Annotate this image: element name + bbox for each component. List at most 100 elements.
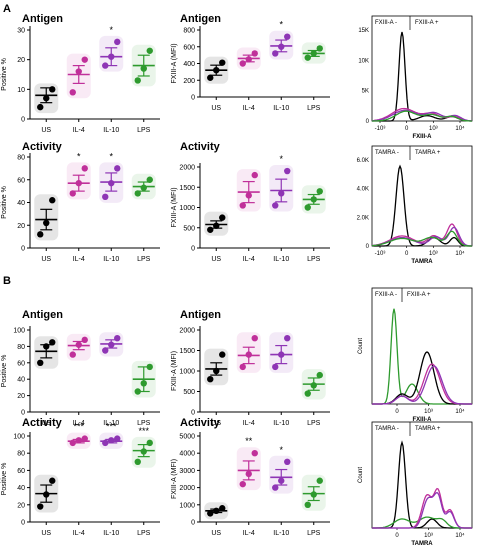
data-point <box>219 351 226 358</box>
x-tick-label: IL-4 <box>73 127 85 134</box>
x-tick-label: 0 <box>395 533 399 539</box>
data-point <box>304 501 311 508</box>
data-point <box>284 458 291 465</box>
data-point <box>49 86 56 93</box>
x-tick-label: LPS <box>307 105 321 112</box>
significance-marker: * <box>279 20 283 30</box>
x-tick-label: US <box>211 105 221 112</box>
x-tick-label: 10⁴ <box>455 408 465 415</box>
data-point <box>69 89 76 96</box>
y-tick-label: 30 <box>17 28 25 35</box>
data-point <box>81 435 88 442</box>
histogram-curve <box>372 110 472 122</box>
y-tick-label: 0 <box>21 117 25 124</box>
chart-title: Antigen <box>180 13 221 25</box>
x-tick-label: US <box>41 127 51 134</box>
x-tick-label: IL-10 <box>103 420 119 427</box>
dot-plot-a-ac-pct: Activity 0 20 40 60 80 Positive % US IL-4 * IL-10 *… <box>1 141 160 263</box>
dot-plot-a-ag-pct: Antigen 0 10 20 30 Positive % US IL-4 IL-10 * LPS <box>1 13 160 134</box>
x-tick-label: IL-10 <box>273 420 289 427</box>
x-tick-label: LPS <box>307 256 321 263</box>
x-tick-label: IL-10 <box>273 530 289 537</box>
y-tick-label: 1500 <box>179 185 195 192</box>
significance-marker: *** <box>138 426 149 436</box>
y-tick-label: 6.0K <box>357 158 369 164</box>
y-tick-label: 5000 <box>179 434 195 441</box>
y-tick-label: 500 <box>183 225 195 232</box>
y-tick-label: 600 <box>183 44 195 51</box>
data-point <box>207 226 214 233</box>
histogram-curve <box>372 164 472 247</box>
y-tick-label: 20 <box>17 502 25 509</box>
x-tick-label: LPS <box>137 256 151 263</box>
x-tick-label: -10³ <box>375 126 386 132</box>
dot-plot-b-ag-pct: Antigen 0 20 40 60 80 100 Positive % US IL-4 IL-10… <box>1 309 160 427</box>
y-tick-label: 20 <box>17 57 25 64</box>
data-point <box>81 165 88 172</box>
significance-marker: * <box>279 445 283 455</box>
x-tick-label: 10³ <box>424 533 433 539</box>
data-point <box>146 47 153 54</box>
data-point <box>316 371 323 379</box>
y-tick-label: 0 <box>21 520 25 527</box>
gate-label-positive: FXIII-A + <box>407 292 431 298</box>
histogram-curve <box>372 516 472 529</box>
significance-marker: * <box>77 151 81 161</box>
x-tick-label: US <box>41 530 51 537</box>
y-tick-label: 60 <box>17 468 25 475</box>
gate-label-negative: TAMRA - <box>375 426 399 432</box>
y-tick-label: 0 <box>21 246 25 253</box>
y-tick-label: 1000 <box>179 502 195 509</box>
y-tick-label: 800 <box>183 28 195 35</box>
dot-plot-b-ac-mfi: Activity 0 1000 2000 3000 4000 5000 FXIII-A (MF… <box>171 417 330 537</box>
histogram-curve <box>372 491 472 529</box>
data-point <box>37 231 44 238</box>
x-tick-label: IL-4 <box>243 420 255 427</box>
y-tick-label: 20 <box>17 393 25 400</box>
data-point <box>219 214 226 221</box>
data-point <box>316 188 323 195</box>
data-point <box>146 176 153 183</box>
histogram-curve <box>372 365 472 405</box>
x-axis-label: FXIII-A <box>413 417 433 423</box>
y-tick-label: 1500 <box>179 348 195 355</box>
flow-histogram-b-hist-tamra: TAMRA - TAMRA + Count 0 10³ 10⁴ TAMRA <box>358 421 473 547</box>
x-axis-label: FXIII-A <box>413 134 433 140</box>
x-tick-label: IL-4 <box>243 105 255 112</box>
data-point <box>284 335 291 342</box>
x-tick-label: 10⁴ <box>455 125 465 132</box>
data-point <box>134 458 141 465</box>
y-tick-label: 80 <box>17 451 25 458</box>
chart-title: Activity <box>180 141 221 153</box>
gate-label-positive: FXIII-A + <box>415 20 439 26</box>
y-tick-label: 15K <box>358 28 369 34</box>
chart-title: Activity <box>22 141 63 153</box>
flow-histogram-b-hist-fxiii: FXIII-A - FXIII-A + Count 0 10³ 10⁴ FXIII-A <box>358 287 473 423</box>
data-point <box>239 202 246 209</box>
y-axis-label: Positive % <box>1 186 8 219</box>
data-point <box>219 59 226 66</box>
y-tick-label: 20 <box>17 223 25 230</box>
y-tick-label: 0 <box>366 119 370 125</box>
x-tick-label: IL-4 <box>73 256 85 263</box>
y-tick-label: 60 <box>17 360 25 367</box>
y-tick-label: 100 <box>13 328 25 335</box>
data-point <box>219 505 226 512</box>
x-tick-label: US <box>211 420 221 427</box>
y-axis-label: FXIII-A (MFI) <box>171 187 178 227</box>
y-tick-label: 0 <box>366 244 370 250</box>
y-tick-label: 4000 <box>179 451 195 458</box>
significance-marker: ** <box>245 436 253 446</box>
flow-histogram-a-hist-fxiii: FXIII-A - FXIII-A + 0 5K 10K 15K -10³ 0 10³ 10⁴ FX… <box>358 15 473 140</box>
data-point <box>114 435 121 442</box>
chart-title: Antigen <box>180 309 221 321</box>
y-tick-label: 3000 <box>179 468 195 475</box>
data-point <box>49 477 56 484</box>
data-point <box>207 74 214 81</box>
y-tick-label: 10 <box>17 87 25 94</box>
y-axis-label: FXIII-A (MFI) <box>171 459 178 499</box>
x-tick-label: 0 <box>395 409 399 415</box>
data-point <box>49 339 56 346</box>
chart-title: Antigen <box>22 13 63 25</box>
